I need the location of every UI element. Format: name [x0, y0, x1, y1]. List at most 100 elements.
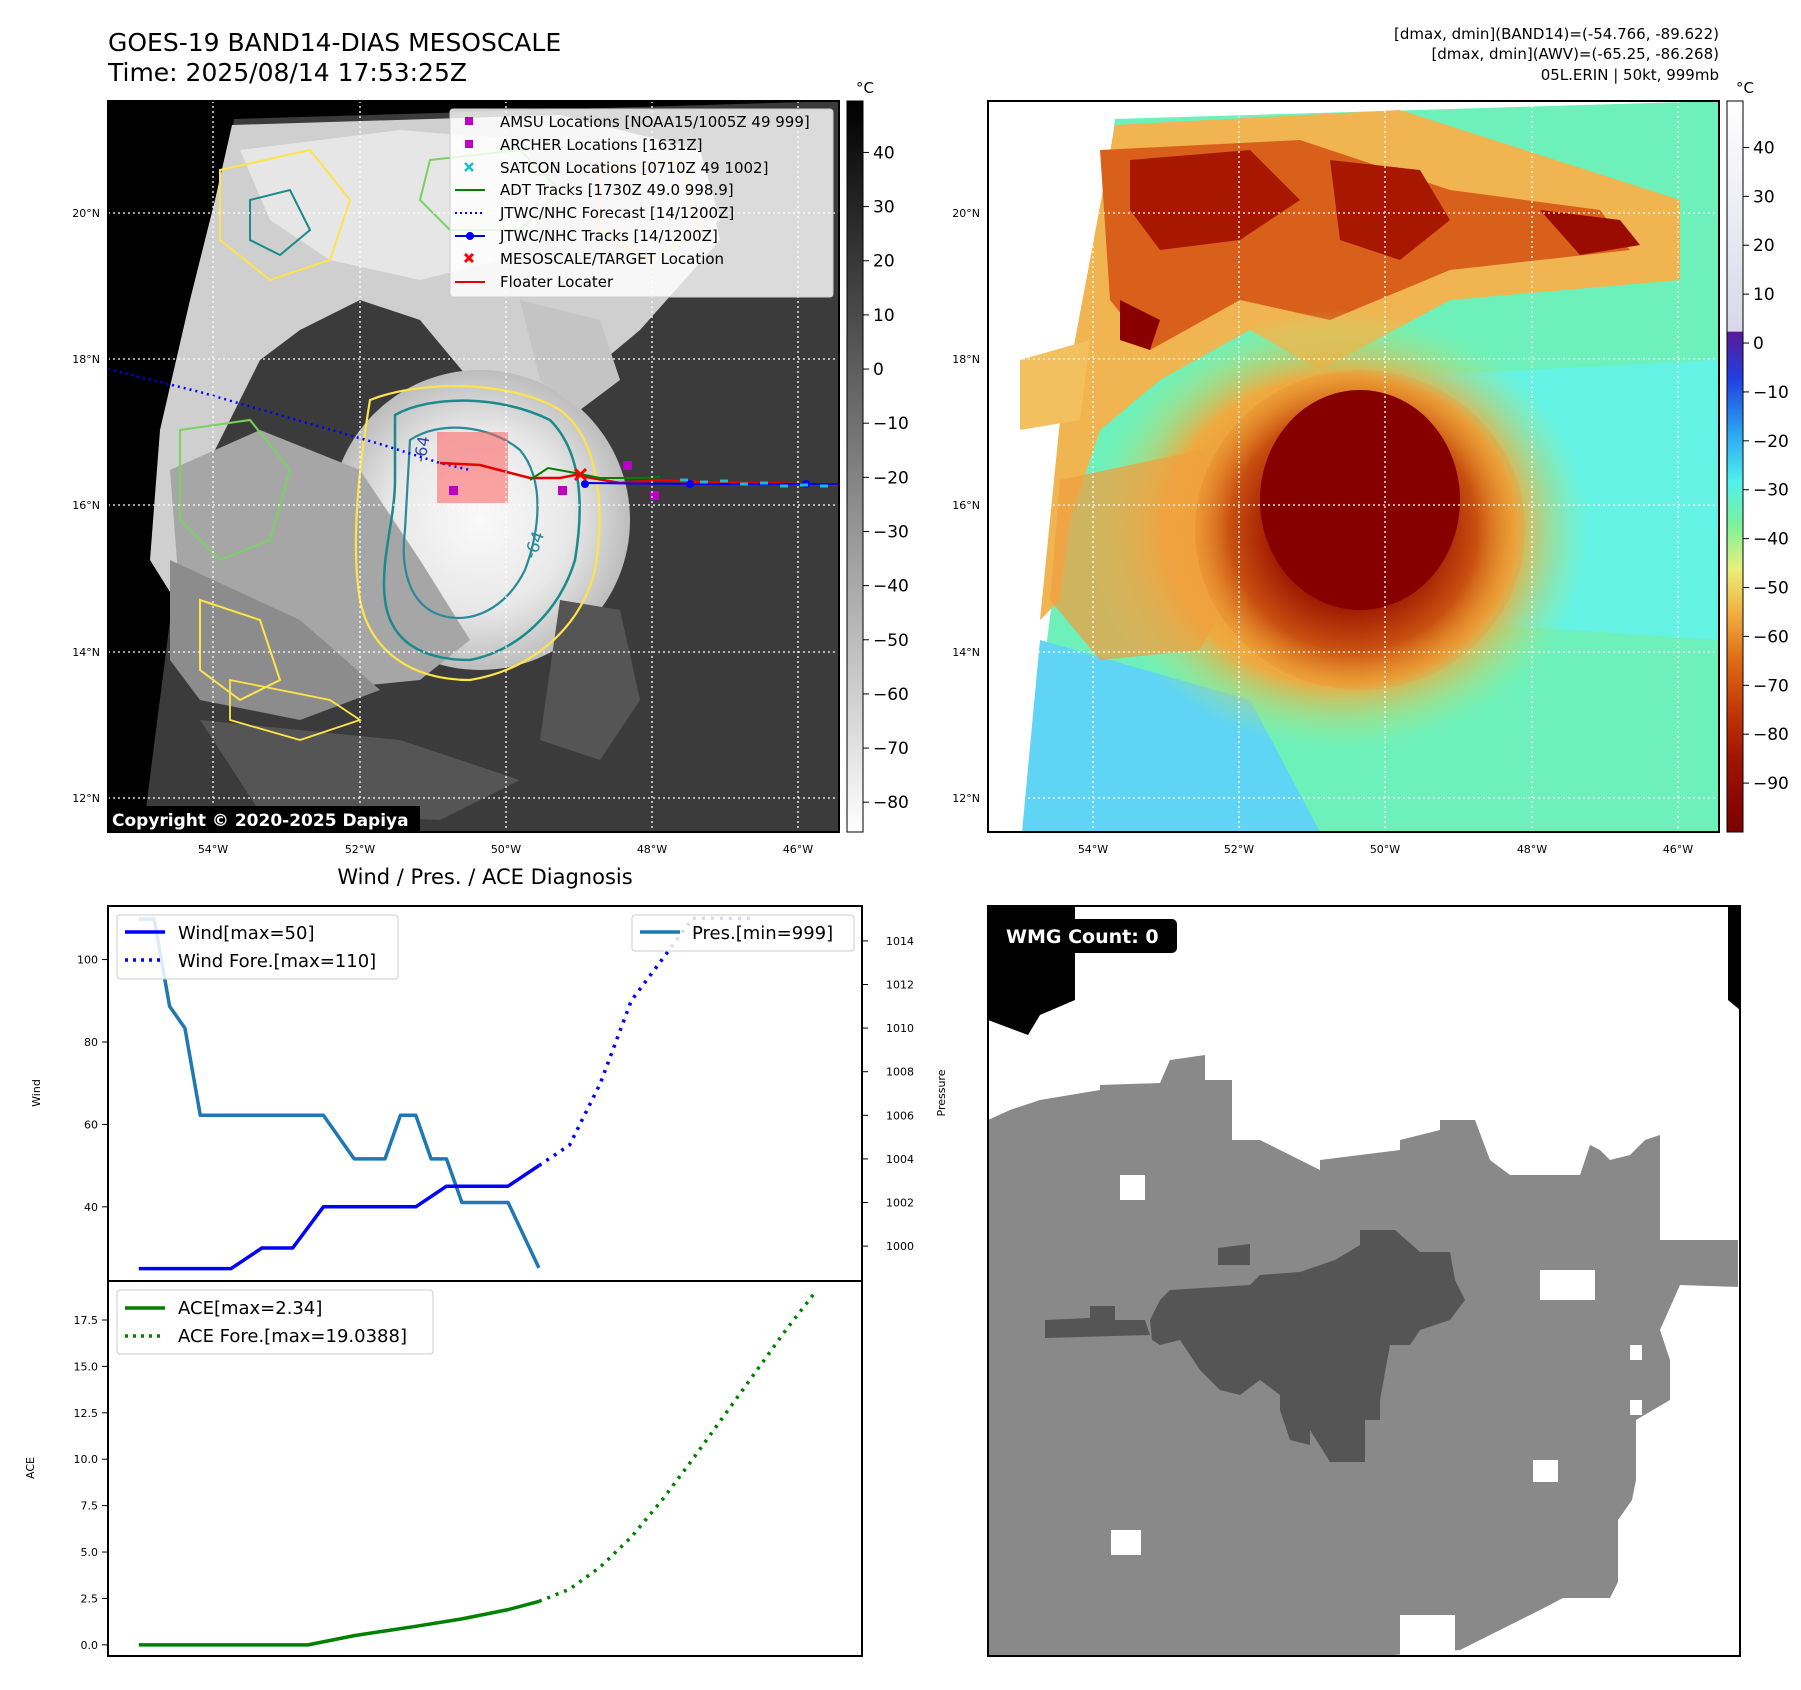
legend-entry: Pres.[min=999]: [692, 923, 833, 944]
target-legend-marker: [463, 252, 475, 264]
lon-label: 46°W: [783, 843, 813, 856]
colorbar-tick-label: −10: [873, 414, 909, 434]
colorbar-tick-label: −60: [1753, 627, 1789, 647]
y-tick-label: 1010: [886, 1022, 914, 1035]
lat-label: 14°N: [952, 646, 980, 659]
panel-timestamp: Time: 2025/08/14 17:53:25Z: [107, 58, 467, 87]
legend-entry: ACE[max=2.34]: [178, 1298, 322, 1319]
y-tick-label: 12.5: [74, 1407, 99, 1420]
info-line: [dmax, dmin](AWV)=(-65.25, -86.268): [1431, 45, 1719, 63]
colorbar-tick-label: −20: [873, 468, 909, 488]
colorbar-tick-label: 20: [873, 252, 895, 272]
y-tick-label: 80: [84, 1036, 98, 1049]
colorbar-tick-label: 10: [873, 306, 895, 326]
y-tick-label: 1002: [886, 1197, 914, 1210]
colorbar-tick-label: −80: [1753, 725, 1789, 745]
legend-entry: ARCHER Locations [1631Z]: [500, 136, 703, 154]
wmg-panel: WMG Count: 0: [987, 905, 1741, 1657]
ir-legend: AMSU Locations [NOAA15/1005Z 49 999] ARC…: [449, 108, 834, 298]
lon-label: 54°W: [1078, 843, 1108, 856]
ace-legend: ACE[max=2.34] ACE Fore.[max=19.0388]: [116, 1289, 434, 1355]
mesoscale-target-marker: [573, 467, 588, 482]
colorbar-tick-label: −70: [1753, 676, 1789, 696]
contour-label: -64: [410, 435, 433, 464]
colorbar-tick-label: −40: [873, 577, 909, 597]
archer-marker: [650, 491, 659, 500]
colorbar-tick-label: 0: [1753, 334, 1764, 354]
y-tick-label: 1004: [886, 1153, 914, 1166]
colorbar-tick-label: 30: [873, 198, 895, 218]
lon-label: 48°W: [1517, 843, 1547, 856]
y-tick-label: 100: [77, 954, 98, 967]
lat-label: 16°N: [952, 499, 980, 512]
y-tick-label: 1012: [886, 978, 914, 991]
enhanced-frame: [987, 100, 1720, 833]
enhanced-satellite-panel: [dmax, dmin](BAND14)=(-54.766, -89.622) …: [952, 25, 1789, 856]
y-tick-label: 1008: [886, 1066, 914, 1079]
colorbar-tick-label: 30: [1753, 187, 1775, 207]
y-tick-label: 40: [84, 1201, 98, 1214]
wind-series: [138, 1164, 540, 1271]
ace-axis-label: ACE: [24, 1457, 37, 1479]
lon-label: 48°W: [637, 843, 667, 856]
legend-entry: JTWC/NHC Forecast [14/1200Z]: [499, 204, 734, 222]
colorbar-tick-label: −80: [873, 793, 909, 813]
wmg-image: [988, 906, 1740, 1656]
diagnosis-panel: Wind / Pres. / ACE Diagnosis Wind Pressu…: [24, 865, 948, 1657]
mesoscale-target-box: [437, 432, 508, 503]
y-tick-label: 60: [84, 1118, 98, 1131]
amsu-legend-marker: [465, 117, 473, 125]
colorbar-tick-label: 40: [873, 143, 895, 163]
ace-forecast-series: [538, 1290, 818, 1604]
colorbar-tick-label: −70: [873, 739, 909, 759]
legend-entry: Wind Fore.[max=110]: [178, 951, 376, 972]
pressure-legend: Pres.[min=999]: [631, 914, 855, 952]
legend-entry: AMSU Locations [NOAA15/1005Z 49 999]: [500, 113, 810, 131]
legend-entry: JTWC/NHC Tracks [14/1200Z]: [499, 227, 718, 245]
legend-entry: MESOSCALE/TARGET Location: [500, 250, 724, 268]
colorbar-tick-label: −40: [1753, 530, 1789, 550]
colorbar-tick-label: −20: [1753, 432, 1789, 452]
enhanced-image: [988, 101, 1719, 832]
enhanced-lon-labels: 54°W 52°W 50°W 48°W 46°W: [1078, 843, 1693, 856]
colorbar-tick-label: −30: [873, 522, 909, 542]
ir-colorbar: °C 40 30 20 10 0 −10 −20 −30 −40 −50 −60 −70 −80: [846, 79, 909, 833]
lat-label: 12°N: [72, 792, 100, 805]
pressure-axis-label: Pressure: [935, 1069, 948, 1116]
lat-label: 14°N: [72, 646, 100, 659]
colorbar-tick-label: 10: [1753, 285, 1775, 305]
lon-label: 50°W: [1370, 843, 1400, 856]
legend-entry: Wind[max=50]: [178, 923, 315, 944]
colorbar-unit: °C: [856, 79, 874, 97]
diagnosis-title: Wind / Pres. / ACE Diagnosis: [337, 865, 632, 889]
wmg-frame: [987, 905, 1741, 1657]
colorbar-tick-label: −50: [1753, 579, 1789, 599]
wind-axis-label: Wind: [30, 1079, 43, 1107]
info-line: [dmax, dmin](BAND14)=(-54.766, -89.622): [1394, 25, 1719, 43]
lat-label: 12°N: [952, 792, 980, 805]
pressure-series: [138, 917, 541, 1269]
y-tick-label: 1014: [886, 935, 914, 948]
y-tick-label: 17.5: [74, 1314, 99, 1327]
lon-label: 46°W: [1663, 843, 1693, 856]
colorbar-tick-label: −30: [1753, 481, 1789, 501]
lat-label: 16°N: [72, 499, 100, 512]
lat-label: 18°N: [72, 353, 100, 366]
y-tick-label: 10.0: [74, 1453, 99, 1466]
archer-legend-marker: [465, 140, 473, 148]
colorbar-tick-label: 0: [873, 360, 884, 380]
wind-legend: Wind[max=50] Wind Fore.[max=110]: [116, 914, 399, 980]
panel-title: GOES-19 BAND14-DIAS MESOSCALE: [108, 28, 561, 57]
lat-label: 18°N: [952, 353, 980, 366]
colorbar-tick-label: −10: [1753, 383, 1789, 403]
y-tick-label: 1000: [886, 1240, 914, 1253]
y-tick-label: 15.0: [74, 1360, 99, 1373]
lon-label: 52°W: [345, 843, 375, 856]
y-tick-label: 7.5: [81, 1500, 99, 1513]
amsu-marker: [558, 486, 567, 495]
copyright-text: Copyright © 2020-2025 Dapiya: [112, 811, 409, 831]
legend-entry: ACE Fore.[max=19.0388]: [178, 1326, 407, 1347]
enhanced-gridlines: [988, 101, 1719, 832]
storm-info: 05L.ERIN | 50kt, 999mb: [1541, 66, 1719, 84]
